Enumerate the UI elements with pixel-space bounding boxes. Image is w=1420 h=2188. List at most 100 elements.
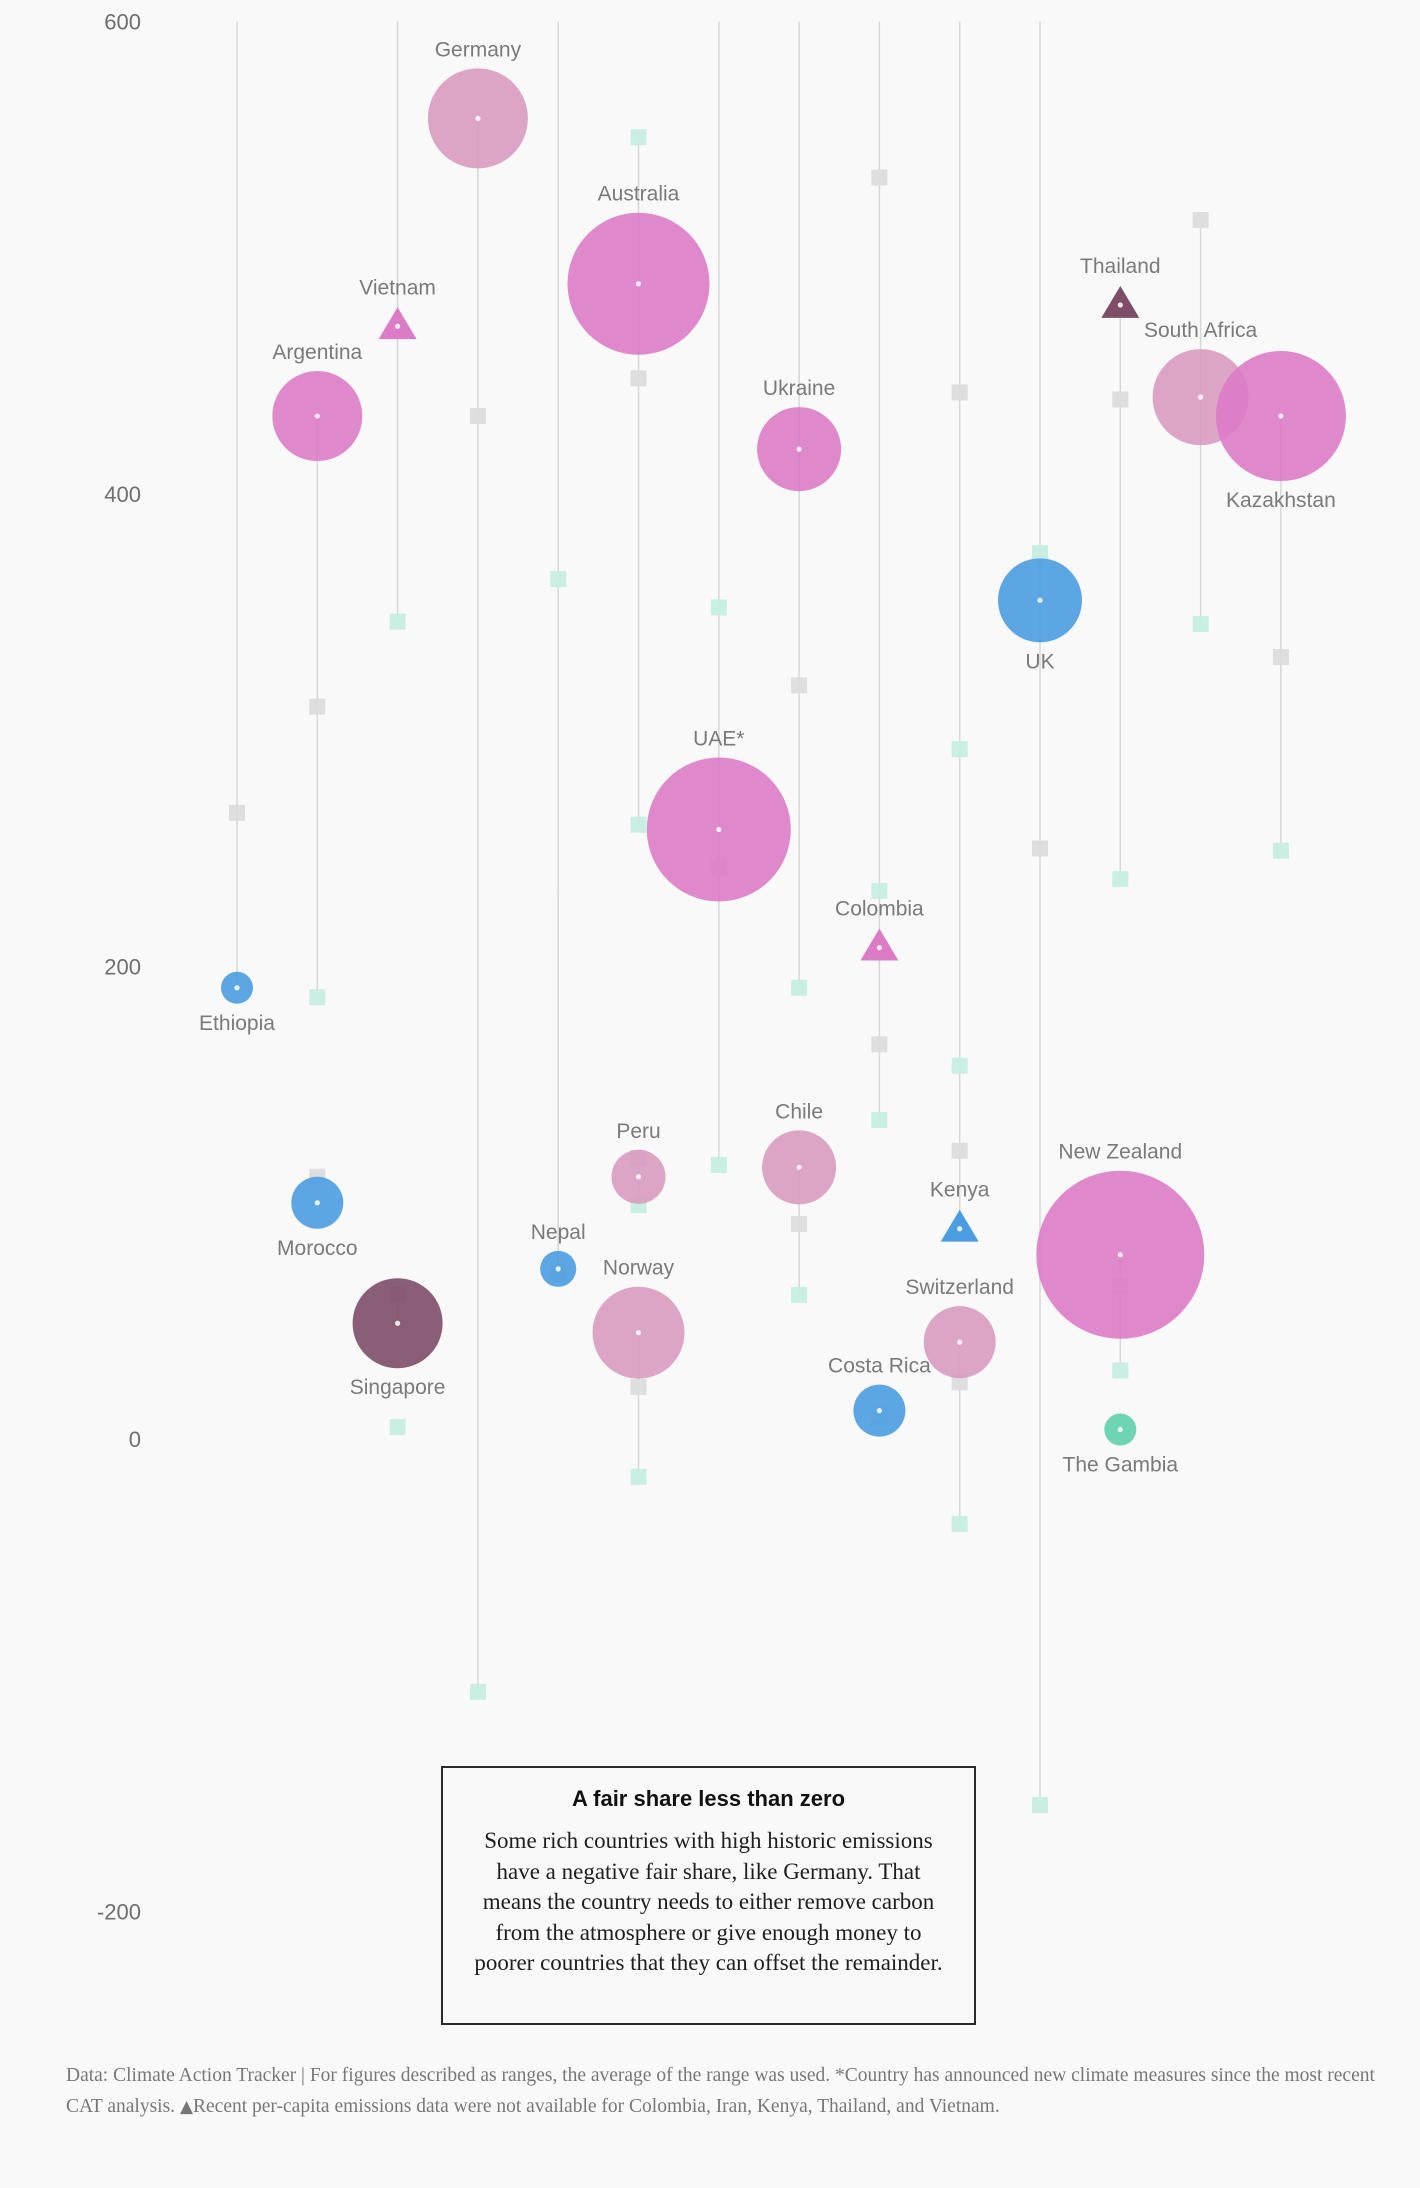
center-dot (395, 1320, 401, 1326)
center-dot (796, 1164, 802, 1170)
gray-range-marker (1272, 649, 1289, 666)
country-label: Ethiopia (199, 1012, 275, 1035)
mint-range-marker (791, 979, 808, 996)
country-label: Colombia (835, 898, 924, 921)
footnote-text-2: Recent per-capita emissions data were no… (193, 2096, 1000, 2117)
mint-range-marker (871, 882, 888, 899)
gray-range-marker (951, 1374, 968, 1391)
center-dot (555, 1266, 561, 1272)
center-dot (635, 1330, 642, 1336)
mint-range-marker (1112, 1362, 1129, 1379)
country-label: Switzerland (905, 1276, 1014, 1299)
center-dot (1117, 1426, 1123, 1433)
mint-range-marker (550, 571, 567, 588)
center-dot (957, 1226, 963, 1232)
gray-range-marker (630, 1379, 647, 1396)
stem-lines (236, 21, 1282, 1806)
country-label: Chile (775, 1100, 823, 1123)
y-tick-label: 400 (104, 482, 141, 507)
mint-range-marker (1032, 545, 1048, 562)
country-label: Thailand (1080, 255, 1161, 278)
gray-range-marker (871, 1036, 888, 1053)
center-dot (1117, 302, 1123, 308)
gray-range-marker (229, 804, 245, 821)
center-dot (635, 1174, 642, 1180)
range-markers (229, 129, 1289, 1814)
callout-body: Some rich countries with high historic e… (474, 1828, 943, 1975)
country-label: The Gambia (1063, 1454, 1179, 1477)
country-label: Germany (435, 38, 522, 61)
gray-range-marker (309, 698, 326, 715)
gray-range-marker (791, 1216, 808, 1233)
country-label: Norway (603, 1257, 675, 1280)
y-tick-label: 600 (104, 10, 141, 35)
gray-range-marker (871, 169, 888, 186)
callout-box: A fair share less than zero Some rich co… (441, 1766, 976, 2025)
source-footnote: Data: Climate Action Tracker | For figur… (66, 2060, 1376, 2123)
mint-range-marker (1112, 871, 1129, 888)
country-triangle (378, 307, 417, 340)
y-tick-label: 200 (104, 955, 141, 980)
mint-range-marker (1192, 615, 1209, 632)
gray-range-marker (630, 370, 647, 387)
country-triangle (860, 928, 899, 961)
country-label: Kazakhstan (1226, 489, 1336, 512)
mint-range-marker (1032, 1797, 1048, 1814)
center-dot (957, 1339, 963, 1345)
mint-range-marker (469, 1683, 486, 1700)
country-label: Nepal (531, 1221, 586, 1244)
country-label: Kenya (930, 1179, 990, 1202)
triangle-icon: ▲ (179, 2097, 194, 2117)
mint-range-marker (389, 613, 406, 630)
country-label: New Zealand (1058, 1141, 1182, 1164)
country-label: Ukraine (763, 377, 835, 400)
mint-range-marker (710, 599, 727, 616)
country-label: Singapore (350, 1376, 446, 1399)
country-label: Argentina (272, 341, 362, 364)
gray-range-marker (951, 384, 968, 401)
country-label: South Africa (1144, 319, 1258, 342)
mint-range-marker (791, 1286, 808, 1303)
y-tick-label: 0 (129, 1427, 141, 1452)
mint-range-marker (871, 1112, 888, 1129)
center-dot (314, 1200, 320, 1206)
callout-title: A fair share less than zero (571, 1786, 846, 1811)
country-label: Costa Rica (828, 1355, 931, 1378)
y-tick-label: -200 (97, 1900, 141, 1925)
country-markers (221, 68, 1346, 1446)
y-axis: 600 400 200 0 -200 (97, 10, 141, 1925)
gray-range-marker (1112, 391, 1129, 408)
center-dot (876, 1408, 883, 1414)
center-dot (314, 413, 320, 419)
gray-range-marker (1192, 211, 1209, 228)
mint-range-marker (389, 1419, 406, 1436)
center-dot (876, 945, 883, 951)
mint-range-marker (710, 1156, 727, 1173)
country-label: UK (1025, 650, 1054, 673)
country-label: UAE* (693, 727, 744, 750)
country-labels: Ethiopia Morocco Argentina Singapore Vietnam… (199, 38, 1336, 1476)
center-dot (234, 985, 240, 991)
gray-range-marker (951, 1142, 968, 1159)
center-dot (1117, 1252, 1123, 1258)
country-label: Australia (598, 183, 680, 206)
country-label: Peru (616, 1120, 660, 1143)
country-triangle (1101, 286, 1140, 318)
country-label: Morocco (277, 1237, 358, 1260)
center-dot (1278, 413, 1284, 419)
mint-range-marker (630, 1468, 647, 1485)
gray-range-marker (791, 677, 808, 694)
mint-range-marker (951, 1516, 968, 1533)
mint-range-marker (630, 816, 647, 833)
mint-range-marker (630, 129, 647, 146)
center-dot (395, 323, 401, 329)
center-dot (1198, 394, 1204, 400)
gray-range-marker (1032, 840, 1048, 857)
country-triangle (940, 1209, 979, 1242)
center-dot (716, 826, 722, 833)
mint-range-marker (951, 1057, 968, 1074)
center-dot (1037, 597, 1043, 603)
mint-range-marker (1272, 842, 1289, 859)
center-dot (796, 446, 802, 452)
